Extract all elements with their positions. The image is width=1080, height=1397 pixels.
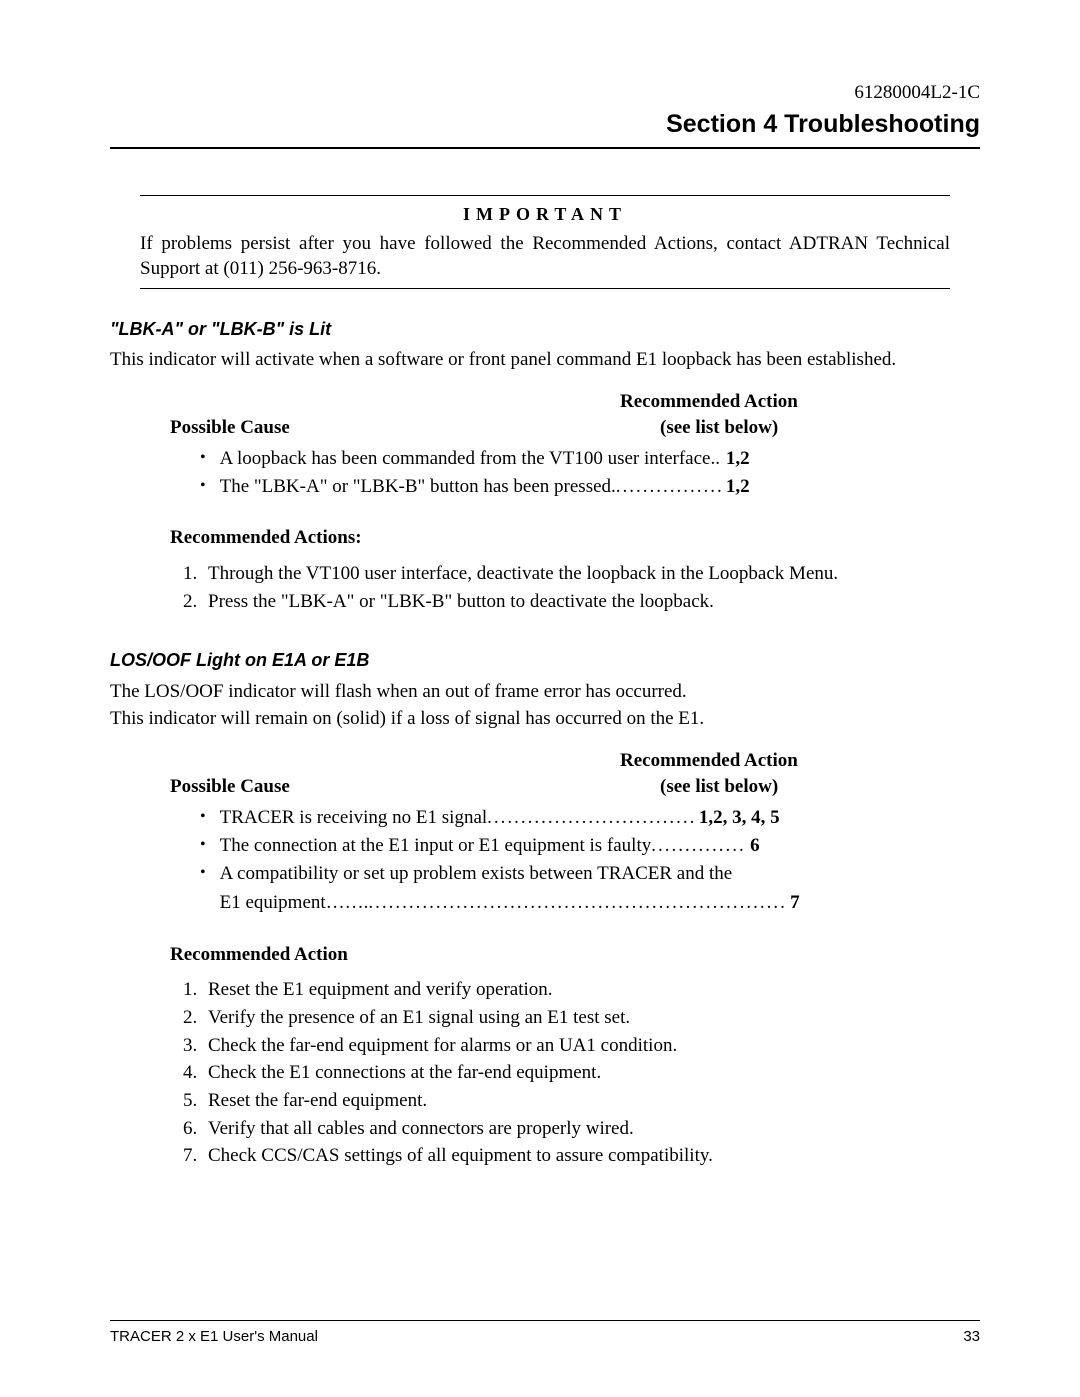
action-item: Check CCS/CAS settings of all equipment … [202,1143,980,1169]
list-item: A loopback has been commanded from the V… [200,446,920,472]
section-title: Section 4 Troubleshooting [110,108,980,142]
cause-text: The "LBK-A" or "LBK-B" button has been p… [220,474,616,500]
cause-ref: 7 [786,890,800,916]
list-item: The "LBK-A" or "LBK-B" button has been p… [200,474,920,500]
rec-action-text: Recommended Action [620,391,798,412]
document-number: 61280004L2-1C [110,80,980,106]
cause-ref: 1,2 [722,474,750,500]
page: 61280004L2-1C Section 4 Troubleshooting … [0,0,1080,1397]
recommended-actions-heading-2: Recommended Action [170,942,980,968]
section2-causes: TRACER is receiving no E1 signal .......… [110,805,980,916]
callout-rule-bottom [140,288,950,289]
subheading-lbk: "LBK-A" or "LBK-B" is Lit [110,317,980,341]
list-item: The connection at the E1 input or E1 equ… [200,833,920,859]
important-callout: IMPORTANT If problems persist after you … [140,195,950,289]
recommended-actions-heading-1: Recommended Actions: [170,525,980,551]
cause-ref: 1,2 [722,446,750,472]
see-below-text: (see list below) [620,415,920,441]
section1-description: This indicator will activate when a soft… [110,347,980,373]
cause-header-1: Possible Cause Recommended Action (see l… [110,389,980,440]
possible-cause-label: Possible Cause [170,774,620,800]
page-header: 61280004L2-1C Section 4 Troubleshooting [110,80,980,141]
action-item: Verify that all cables and connectors ar… [202,1116,980,1142]
cause-header-2: Possible Cause Recommended Action (see l… [110,748,980,799]
action-item: Reset the E1 equipment and verify operat… [202,977,980,1003]
section1-actions: Through the VT100 user interface, deacti… [170,561,980,614]
section2-description-1: The LOS/OOF indicator will flash when an… [110,679,980,705]
possible-cause-label: Possible Cause [170,415,620,441]
cause-text: The connection at the E1 input or E1 equ… [220,833,652,859]
subheading-los: LOS/OOF Light on E1A or E1B [110,648,980,672]
action-item: Press the "LBK-A" or "LBK-B" button to d… [202,589,980,615]
action-item: Reset the far-end equipment. [202,1088,980,1114]
footer-left: TRACER 2 x E1 User's Manual [110,1327,318,1347]
leader-dots: ........................................… [368,890,786,916]
callout-rule-top [140,195,950,196]
list-item: TRACER is receiving no E1 signal .......… [200,805,920,831]
cause-ref: 6 [746,833,760,859]
section1-causes: A loopback has been commanded from the V… [110,446,980,499]
recommended-action-label: Recommended Action (see list below) [620,389,920,440]
leader-dots: ........................................… [651,833,746,859]
action-item: Through the VT100 user interface, deacti… [202,561,980,587]
cause-text: A compatibility or set up problem exists… [220,863,733,884]
footer-rule [110,1320,980,1321]
section2-actions: Reset the E1 equipment and verify operat… [170,977,980,1168]
cause-ref: 1,2, 3, 4, 5 [695,805,780,831]
rec-action-text: Recommended Action [620,750,798,771]
leader-dots: ........................................… [616,474,722,500]
action-item: Check the E1 connections at the far-end … [202,1060,980,1086]
recommended-action-label: Recommended Action (see list below) [620,748,920,799]
cause-text: TRACER is receiving no E1 signal [220,805,488,831]
list-item: A compatibility or set up problem exists… [200,861,920,916]
see-below-text: (see list below) [620,774,920,800]
action-item: Verify the presence of an E1 signal usin… [202,1005,980,1031]
section2-description-2: This indicator will remain on (solid) if… [110,706,980,732]
footer-page-number: 33 [963,1327,980,1347]
page-footer: TRACER 2 x E1 User's Manual 33 [110,1320,980,1347]
callout-body: If problems persist after you have follo… [140,231,950,282]
action-item: Check the far-end equipment for alarms o… [202,1033,980,1059]
cause-text-line2: E1 equipment……. [220,890,369,916]
cause-text: A loopback has been commanded from the V… [220,446,716,472]
header-rule [110,147,980,149]
callout-label: IMPORTANT [140,202,950,226]
leader-dots: ........................................… [487,805,695,831]
leader-dots: ........................................… [715,446,722,472]
